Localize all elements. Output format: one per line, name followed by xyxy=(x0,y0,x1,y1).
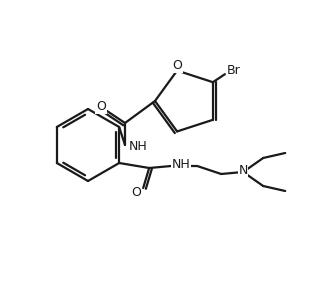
Text: N: N xyxy=(238,165,248,178)
Text: O: O xyxy=(131,187,141,200)
Text: Br: Br xyxy=(227,64,241,77)
Text: O: O xyxy=(96,100,106,113)
Text: O: O xyxy=(172,59,182,72)
Text: NH: NH xyxy=(129,140,147,152)
Text: NH: NH xyxy=(172,157,191,170)
